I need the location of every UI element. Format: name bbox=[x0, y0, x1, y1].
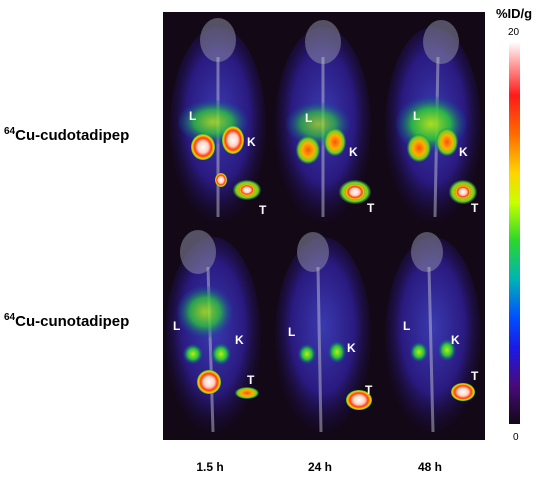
label-tumor-r1c3: T bbox=[471, 201, 479, 215]
label-tumor-r1c2: T bbox=[367, 201, 375, 215]
colorbar-min: 0 bbox=[513, 432, 519, 443]
pet-images-svg: L K T L K T L K T L K T L K T L K T bbox=[165, 18, 481, 437]
label-kidney-r2c2: K bbox=[347, 341, 356, 355]
row-label-cunotadipep: 64Cu-cunotadipep bbox=[4, 312, 130, 330]
label-kidney-r2c1: K bbox=[235, 333, 244, 347]
label-liver-r2c2: L bbox=[288, 325, 295, 339]
label-kidney-r1c1: K bbox=[247, 135, 256, 149]
colorbar-max: 20 bbox=[508, 27, 520, 38]
time-label-24h: 24 h bbox=[307, 460, 332, 474]
colorbar bbox=[509, 42, 520, 424]
label-liver-r1c2: L bbox=[305, 111, 312, 125]
mouse-r2-c2 bbox=[275, 232, 372, 437]
label-kidney-r1c3: K bbox=[459, 145, 468, 159]
pet-image-panel: L K T L K T L K T L K T L K T L K T bbox=[163, 12, 485, 440]
label-kidney-r2c3: K bbox=[451, 333, 460, 347]
label-tumor-r2c2: T bbox=[365, 383, 373, 397]
mouse-r1-c3 bbox=[385, 20, 481, 227]
label-liver-r1c3: L bbox=[413, 109, 420, 123]
label-liver-r2c1: L bbox=[173, 319, 180, 333]
time-label-48h: 48 h bbox=[417, 460, 442, 474]
time-label-1-5h: 1.5 h bbox=[196, 460, 224, 474]
label-tumor-r2c1: T bbox=[247, 373, 255, 387]
mouse-r2-c3 bbox=[385, 232, 481, 437]
label-liver-r2c3: L bbox=[403, 319, 410, 333]
label-kidney-r1c2: K bbox=[349, 145, 358, 159]
mouse-r1-c1 bbox=[170, 18, 266, 227]
row-label-cudotadipep: 64Cu-cudotadipep bbox=[4, 126, 130, 144]
label-tumor-r1c1: T bbox=[259, 203, 267, 217]
colorbar-unit: %ID/g bbox=[496, 6, 533, 21]
mouse-r2-c1 bbox=[165, 230, 261, 437]
label-tumor-r2c3: T bbox=[471, 369, 479, 383]
label-liver-r1c1: L bbox=[189, 109, 196, 123]
mouse-r1-c2 bbox=[275, 20, 371, 227]
